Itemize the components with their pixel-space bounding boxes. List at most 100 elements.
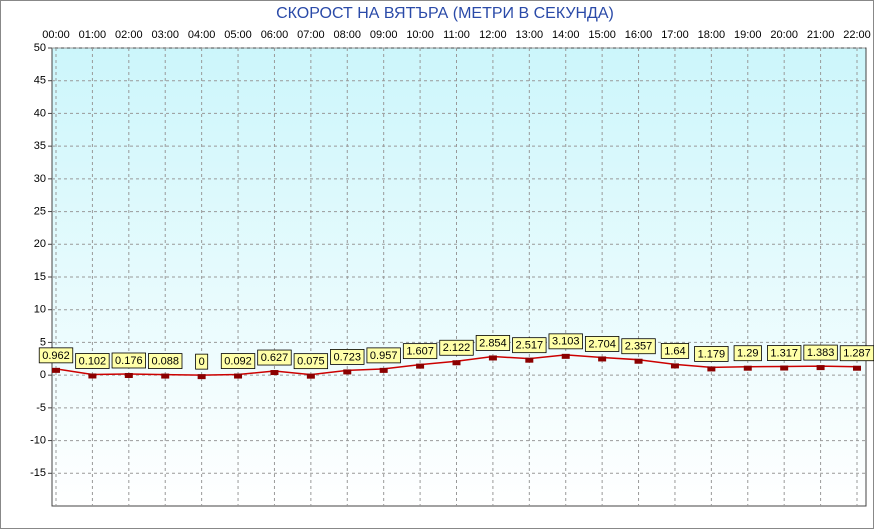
y-tick-label: 5 [40, 336, 46, 348]
x-tick-label: 17:00 [661, 29, 689, 41]
y-tick-label: 25 [34, 205, 46, 217]
marker [634, 358, 643, 364]
marker [561, 353, 570, 359]
value-label: 1.607 [406, 346, 434, 358]
value-label: 1.383 [807, 347, 835, 359]
marker [743, 365, 752, 371]
y-tick-label: 50 [34, 42, 46, 54]
y-tick-label: 35 [34, 140, 46, 152]
value-label: 2.854 [479, 337, 507, 349]
marker [488, 355, 497, 361]
value-label-box [621, 338, 656, 355]
value-label-box [733, 345, 762, 362]
x-tick-label: 07:00 [297, 29, 325, 41]
y-tick-label: 30 [34, 173, 46, 185]
value-label-box [694, 346, 729, 362]
marker [52, 367, 60, 373]
marker [234, 373, 243, 379]
value-label: 1.64 [664, 345, 685, 357]
marker [707, 366, 716, 372]
y-tick-label: -15 [30, 467, 46, 479]
y-tick-label: 20 [34, 238, 46, 250]
y-tick-label: 45 [34, 75, 46, 87]
value-label: 0 [199, 356, 205, 368]
x-tick-label: 22:00 [843, 29, 871, 41]
value-label-box [548, 333, 583, 350]
y-tick-label: 15 [34, 271, 46, 283]
x-tick-label: 15:00 [588, 29, 616, 41]
x-tick-label: 12:00 [479, 29, 507, 41]
x-tick-label: 18:00 [698, 29, 726, 41]
marker [416, 363, 425, 369]
x-tick-label: 00:00 [42, 29, 70, 41]
x-tick-label: 04:00 [188, 29, 216, 41]
value-label: 2.704 [588, 338, 616, 350]
x-tick-label: 13:00 [516, 29, 544, 41]
marker [452, 360, 461, 366]
value-label: 0.627 [261, 352, 289, 364]
value-label-box [75, 353, 110, 369]
value-label: 1.317 [770, 347, 798, 359]
marker [598, 356, 607, 362]
value-label-box [402, 343, 438, 360]
value-label-box [111, 352, 146, 369]
y-tick-label: -10 [30, 434, 46, 446]
value-label: 0.723 [334, 351, 362, 363]
y-tick-label: 10 [34, 304, 46, 316]
value-label-box [195, 353, 209, 370]
value-label-box [148, 353, 183, 369]
marker [780, 365, 789, 371]
x-tick-label: 10:00 [406, 29, 434, 41]
value-label-box [439, 339, 474, 356]
marker [270, 370, 279, 376]
x-tick-label: 14:00 [552, 29, 580, 41]
value-label-box [584, 336, 620, 352]
x-tick-label: 06:00 [261, 29, 289, 41]
value-label-box [366, 347, 401, 364]
value-label: 1.29 [737, 348, 758, 360]
x-tick-label: 16:00 [625, 29, 653, 41]
x-tick-label: 05:00 [224, 29, 252, 41]
x-tick-label: 01:00 [79, 29, 107, 41]
value-label: 1.287 [843, 348, 871, 360]
value-label-box [767, 345, 802, 361]
value-label: 0.092 [224, 355, 252, 367]
value-label-box [512, 337, 547, 354]
marker [197, 374, 206, 380]
x-tick-label: 08:00 [334, 29, 362, 41]
value-label: 2.357 [625, 341, 653, 353]
x-tick-label: 19:00 [734, 29, 762, 41]
value-label-box [660, 343, 690, 359]
value-label-box [220, 353, 256, 369]
x-tick-label: 20:00 [770, 29, 798, 41]
x-tick-label: 02:00 [115, 29, 143, 41]
marker [88, 373, 97, 379]
marker [124, 372, 133, 378]
value-label: 3.103 [552, 336, 580, 348]
chart-title: СКОРОСТ НА ВЯТЪРА (МЕТРИ В СЕКУНДА) [276, 5, 614, 22]
value-label: 2.517 [516, 340, 544, 352]
x-tick-label: 03:00 [151, 29, 179, 41]
marker [379, 367, 388, 373]
value-label: 0.957 [370, 350, 398, 362]
value-label: 1.179 [698, 348, 726, 360]
marker [161, 373, 170, 379]
value-label: 0.102 [79, 355, 107, 367]
value-label: 2.122 [443, 342, 471, 354]
marker [670, 363, 679, 369]
y-tick-label: 40 [34, 107, 46, 119]
marker [853, 365, 861, 371]
y-tick-label: 0 [40, 369, 46, 381]
marker [343, 369, 352, 375]
x-tick-label: 21:00 [807, 29, 835, 41]
marker [816, 365, 825, 371]
value-label: 0.088 [151, 355, 179, 367]
marker [306, 373, 315, 379]
x-tick-label: 11:00 [443, 29, 470, 41]
value-label: 0.075 [297, 356, 325, 368]
value-label: 0.176 [115, 355, 143, 367]
value-label-box [38, 347, 74, 364]
value-label: 0.962 [42, 350, 70, 362]
